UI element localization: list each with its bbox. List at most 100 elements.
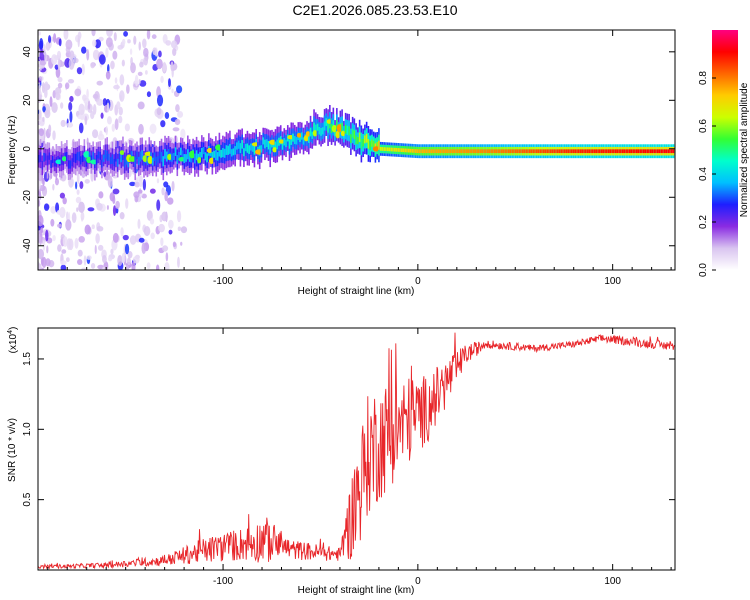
- y-tick-label: 1.0: [22, 422, 33, 436]
- heatmap-noise-blob: [141, 242, 147, 255]
- spectrogram-frame: [37, 29, 676, 271]
- heatmap-ridge-cell: [178, 151, 180, 159]
- heatmap-noise-blob: [161, 211, 168, 222]
- heatmap-ridge-cell: [553, 149, 556, 154]
- heatmap-noise-blob: [66, 238, 72, 251]
- y-tick-label: 0: [22, 146, 33, 152]
- heatmap-noise-blob: [68, 57, 75, 70]
- heatmap-ridge-cell: [325, 118, 328, 126]
- heatmap-noise-blob: [74, 88, 82, 97]
- heatmap-ridge-cell: [52, 155, 54, 163]
- heatmap-noise-blob: [175, 104, 180, 113]
- heatmap-ridge-cell: [546, 149, 549, 154]
- heatmap-ridge-cell: [348, 126, 350, 136]
- heatmap-noise-blob: [139, 61, 144, 68]
- heatmap-ridge-cell: [513, 149, 515, 154]
- heatmap-ridge-cell: [502, 149, 505, 154]
- heatmap-ridge-cell: [134, 156, 137, 167]
- heatmap-noise-blob: [165, 40, 172, 46]
- heatmap-noise-blob: [82, 94, 87, 102]
- heatmap-ridge-cell: [122, 150, 124, 161]
- heatmap-ridge-cell: [250, 143, 252, 151]
- heatmap-noise-blob: [52, 130, 56, 141]
- heatmap-noise-blob: [133, 35, 137, 45]
- colorbar-tick-label: 0.6: [698, 119, 709, 133]
- heatmap-ridge-cell: [320, 127, 322, 136]
- heatmap-ridge-cell: [393, 147, 396, 152]
- heatmap-noise-blob: [96, 202, 103, 211]
- heatmap-ridge-cell: [413, 149, 415, 153]
- heatmap-noise-blob: [54, 64, 59, 70]
- heatmap-ridge-cell: [451, 149, 454, 154]
- heatmap-ridge-cell: [43, 152, 45, 162]
- heatmap-ridge-cell: [376, 141, 378, 150]
- heatmap-ridge-cell: [153, 152, 156, 161]
- heatmap-ridge-cell: [372, 140, 375, 148]
- heatmap-ridge-cell: [108, 153, 110, 161]
- heatmap-noise-blob: [92, 104, 97, 115]
- heatmap-noise-blob: [68, 177, 74, 188]
- heatmap-noise-blob: [98, 54, 106, 65]
- heatmap-ridge-cell: [53, 159, 56, 167]
- heatmap-ridge-cell: [420, 149, 422, 154]
- heatmap-noise-blob: [114, 118, 119, 131]
- heatmap-noise-blob: [38, 76, 43, 81]
- heatmap-ridge-cell: [414, 149, 417, 153]
- heatmap-noise-blob: [112, 188, 120, 195]
- heatmap-ridge-cell: [204, 152, 207, 161]
- heatmap-ridge-cell: [181, 150, 184, 160]
- heatmap-ridge-cell: [99, 151, 101, 160]
- heatmap-ridge-cell: [64, 152, 66, 160]
- heatmap-ridge-cell: [625, 149, 627, 154]
- heatmap-ridge-cell: [309, 127, 312, 137]
- heatmap-ridge-cell: [269, 143, 272, 154]
- heatmap-noise-blob: [160, 120, 166, 128]
- snr-y-label: SNR (10 * v/v): [7, 418, 18, 482]
- heatmap-ridge-cell: [556, 149, 559, 154]
- heatmap-ridge-cell: [167, 148, 170, 159]
- heatmap-ridge-cell: [472, 149, 475, 154]
- heatmap-ridge-cell: [497, 149, 499, 154]
- heatmap-ridge-cell: [570, 149, 573, 154]
- heatmap-ridge-cell: [355, 135, 357, 145]
- heatmap-noise-blob: [121, 38, 126, 46]
- heatmap-ridge-cell: [614, 149, 617, 154]
- heatmap-ridge-cell: [115, 152, 117, 162]
- heatmap-ridge-cell: [442, 149, 445, 154]
- heatmap-noise-blob: [142, 178, 147, 191]
- heatmap-ridge-cell: [45, 153, 47, 161]
- heatmap-ridge-cell: [346, 125, 349, 135]
- heatmap-peak-blob: [119, 150, 125, 155]
- heatmap-noise-blob: [105, 125, 108, 136]
- heatmap-noise-blob: [92, 129, 99, 139]
- heatmap-ridge-cell: [590, 149, 592, 154]
- heatmap-noise-blob: [118, 106, 123, 116]
- heatmap-ridge-cell: [264, 139, 266, 149]
- heatmap-peak-blob: [61, 156, 67, 162]
- heatmap-noise-blob: [149, 123, 157, 134]
- heatmap-ridge-cell: [435, 149, 438, 154]
- heatmap-ridge-cell: [60, 154, 63, 165]
- heatmap-ridge-cell: [655, 149, 657, 154]
- heatmap-peak-blob: [335, 130, 341, 139]
- heatmap-ridge-cell: [560, 149, 563, 154]
- heatmap-ridge-cell: [390, 147, 392, 152]
- heatmap-noise-blob: [65, 211, 69, 221]
- heatmap-ridge-cell: [667, 149, 670, 154]
- heatmap-noise-blob: [139, 175, 143, 188]
- heatmap-noise-blob: [78, 103, 85, 116]
- heatmap-ridge-cell: [300, 132, 303, 140]
- heatmap-noise-blob: [44, 81, 49, 92]
- heatmap-peak-blob: [142, 155, 148, 162]
- heatmap-ridge-cell: [521, 149, 524, 154]
- heatmap-noise-blob: [92, 93, 99, 99]
- heatmap-noise-blob: [38, 232, 41, 244]
- heatmap-noise-blob: [51, 54, 58, 65]
- heatmap-noise-blob: [92, 49, 100, 61]
- heatmap-ridge-cell: [444, 149, 447, 154]
- heatmap-ridge-cell: [418, 149, 421, 154]
- heatmap-noise-blob: [168, 229, 173, 235]
- heatmap-ridge-cell: [642, 149, 645, 154]
- heatmap-noise-blob: [76, 189, 80, 195]
- heatmap-noise-blob: [125, 198, 129, 209]
